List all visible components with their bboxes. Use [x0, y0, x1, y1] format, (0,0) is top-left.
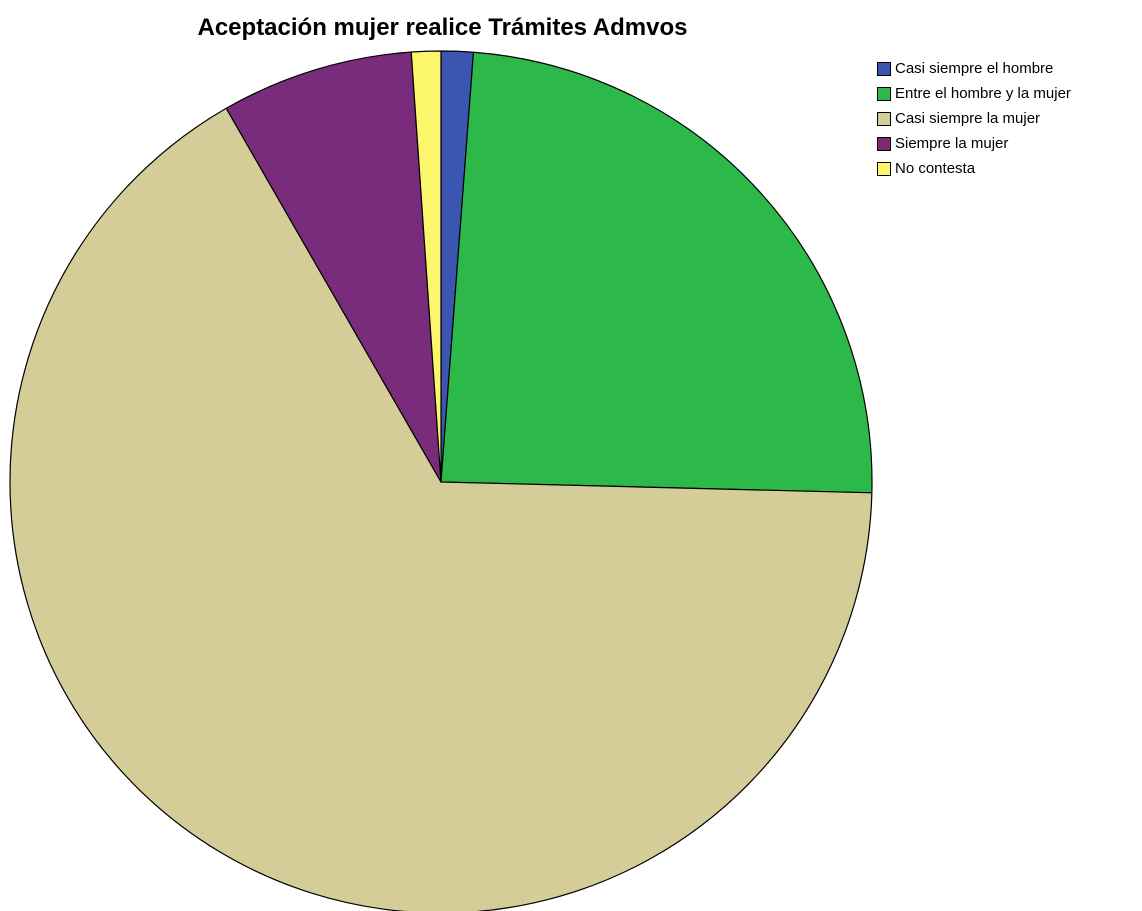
legend-item: Siempre la mujer [877, 131, 1071, 156]
legend-swatch [877, 86, 891, 101]
legend-swatch [877, 111, 891, 126]
pie-slice [410, 50, 442, 483]
legend-swatch [877, 161, 891, 176]
legend: Casi siempre el hombre Entre el hombre y… [877, 56, 1071, 181]
legend-label: Entre el hombre y la mujer [895, 85, 1071, 102]
chart-title: Aceptación mujer realice Trámites Admvos [197, 14, 688, 41]
legend-item: Casi siempre el hombre [877, 56, 1071, 81]
legend-swatch [877, 61, 891, 76]
legend-label: Siempre la mujer [895, 135, 1009, 152]
legend-item: No contesta [877, 156, 1071, 181]
legend-label: Casi siempre la mujer [895, 110, 1041, 127]
pie-slice [9, 107, 873, 911]
legend-swatch [877, 136, 891, 151]
legend-label: Casi siempre el hombre [895, 60, 1054, 77]
pie-slice [440, 51, 873, 494]
pie-slices [9, 50, 873, 911]
legend-item: Entre el hombre y la mujer [877, 81, 1071, 106]
legend-label: No contesta [895, 160, 976, 177]
legend-item: Casi siempre la mujer [877, 106, 1071, 131]
pie-slice [225, 51, 442, 483]
